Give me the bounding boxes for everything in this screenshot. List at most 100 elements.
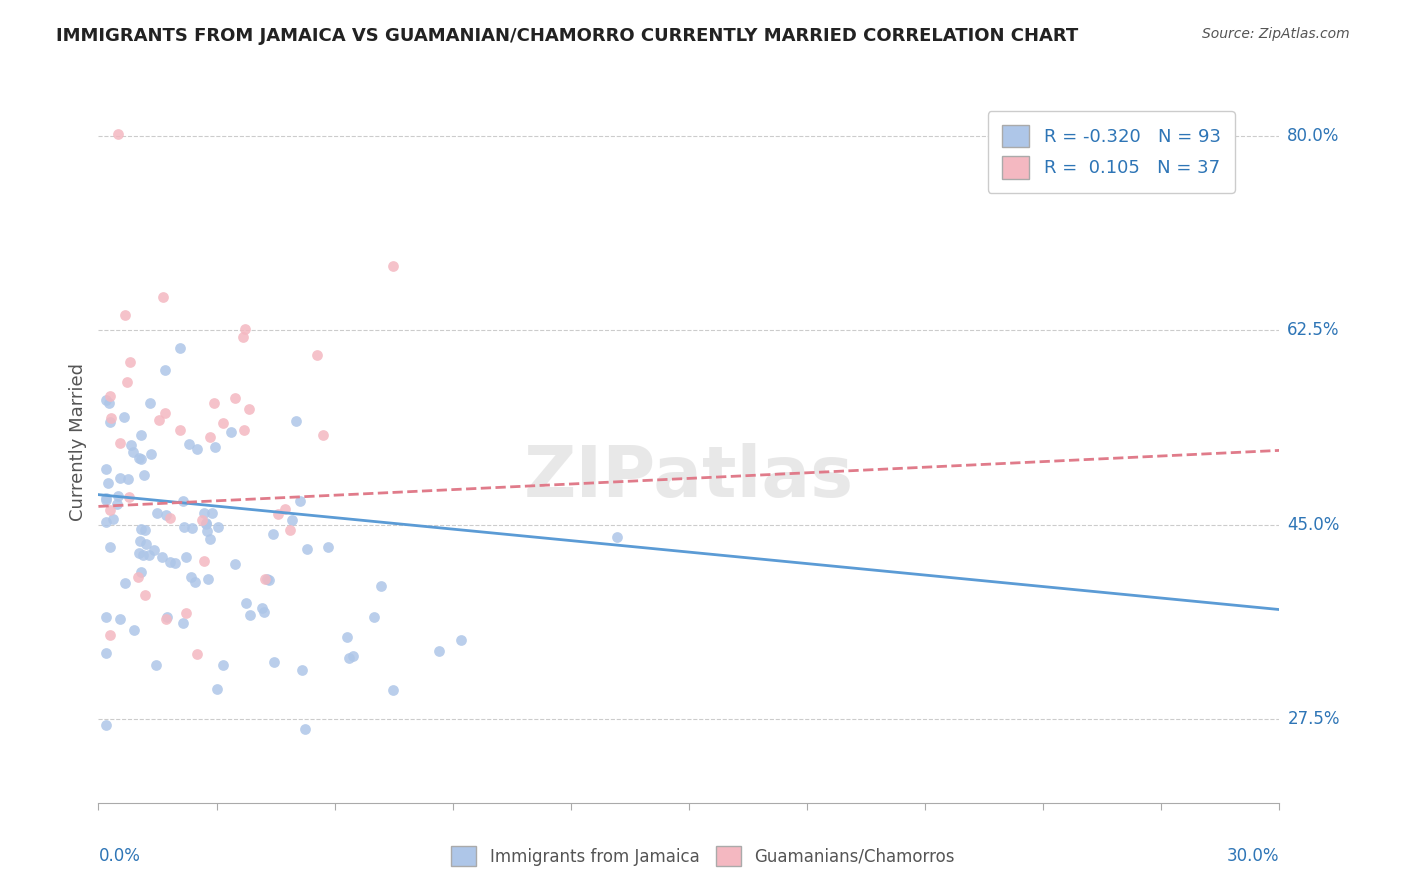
Point	[129, 522, 152, 536]
Point	[107, 128, 129, 142]
Point	[108, 436, 131, 450]
Point	[219, 425, 242, 439]
Point	[194, 516, 217, 531]
Point	[262, 527, 284, 541]
Point	[150, 549, 173, 564]
Point	[98, 540, 121, 554]
Point	[134, 588, 156, 602]
Point	[180, 569, 202, 583]
Point	[96, 646, 118, 660]
Point	[128, 546, 150, 560]
Point	[139, 447, 162, 461]
Point	[233, 322, 256, 336]
Point	[224, 557, 246, 571]
Point	[195, 516, 218, 530]
Point	[132, 468, 155, 483]
Point	[280, 513, 302, 527]
Point	[138, 396, 160, 410]
Point	[193, 554, 215, 568]
Point	[291, 663, 314, 677]
Point	[121, 445, 143, 459]
Point	[382, 682, 405, 697]
Point	[98, 396, 121, 410]
Legend: R = -0.320   N = 93, R =  0.105   N = 37: R = -0.320 N = 93, R = 0.105 N = 37	[987, 111, 1234, 193]
Point	[97, 475, 120, 490]
Point	[278, 523, 301, 537]
Point	[195, 524, 218, 538]
Point	[253, 605, 276, 619]
Text: 80.0%: 80.0%	[1288, 127, 1340, 145]
Point	[193, 506, 215, 520]
Text: Source: ZipAtlas.com: Source: ZipAtlas.com	[1202, 27, 1350, 41]
Text: 30.0%: 30.0%	[1227, 847, 1279, 865]
Point	[98, 628, 121, 642]
Point	[159, 555, 181, 569]
Point	[172, 615, 194, 630]
Point	[381, 259, 404, 273]
Point	[238, 401, 260, 416]
Point	[312, 427, 335, 442]
Point	[186, 648, 208, 662]
Point	[129, 451, 152, 466]
Point	[295, 541, 318, 556]
Point	[153, 363, 176, 377]
Point	[96, 610, 118, 624]
Point	[148, 413, 170, 427]
Text: 62.5%: 62.5%	[1288, 321, 1340, 339]
Point	[156, 610, 179, 624]
Point	[96, 461, 118, 475]
Text: 45.0%: 45.0%	[1288, 516, 1340, 534]
Point	[212, 416, 235, 430]
Point	[117, 472, 139, 486]
Legend: Immigrants from Jamaica, Guamanians/Chamorros: Immigrants from Jamaica, Guamanians/Cham…	[443, 838, 963, 875]
Point	[155, 611, 177, 625]
Point	[337, 650, 360, 665]
Point	[224, 392, 246, 406]
Point	[174, 550, 197, 565]
Point	[145, 657, 167, 672]
Point	[294, 722, 316, 736]
Point	[191, 513, 214, 527]
Point	[152, 290, 174, 304]
Point	[159, 511, 181, 525]
Point	[235, 596, 257, 610]
Point	[138, 548, 160, 562]
Point	[238, 608, 260, 623]
Point	[204, 440, 226, 454]
Point	[200, 430, 222, 444]
Point	[98, 503, 121, 517]
Point	[205, 681, 228, 696]
Point	[146, 507, 169, 521]
Point	[232, 423, 254, 437]
Point	[155, 508, 177, 523]
Point	[263, 655, 285, 669]
Point	[290, 493, 312, 508]
Point	[174, 606, 197, 620]
Point	[181, 521, 204, 535]
Point	[232, 330, 254, 344]
Point	[184, 574, 207, 589]
Text: 27.5%: 27.5%	[1288, 710, 1340, 729]
Y-axis label: Currently Married: Currently Married	[69, 362, 87, 521]
Point	[114, 576, 136, 591]
Point	[285, 414, 308, 428]
Point	[101, 512, 124, 526]
Point	[370, 579, 392, 593]
Text: 0.0%: 0.0%	[98, 847, 141, 865]
Point	[107, 489, 129, 503]
Point	[253, 573, 276, 587]
Point	[96, 392, 118, 407]
Text: IMMIGRANTS FROM JAMAICA VS GUAMANIAN/CHAMORRO CURRENTLY MARRIED CORRELATION CHAR: IMMIGRANTS FROM JAMAICA VS GUAMANIAN/CHA…	[56, 27, 1078, 45]
Point	[110, 471, 132, 485]
Point	[96, 718, 118, 732]
Point	[173, 520, 195, 534]
Point	[128, 534, 150, 549]
Point	[200, 532, 222, 546]
Point	[305, 348, 328, 362]
Point	[429, 644, 451, 658]
Point	[96, 491, 118, 505]
Text: ZIPatlas: ZIPatlas	[524, 443, 853, 512]
Point	[108, 612, 131, 626]
Point	[169, 341, 191, 355]
Point	[96, 515, 118, 529]
